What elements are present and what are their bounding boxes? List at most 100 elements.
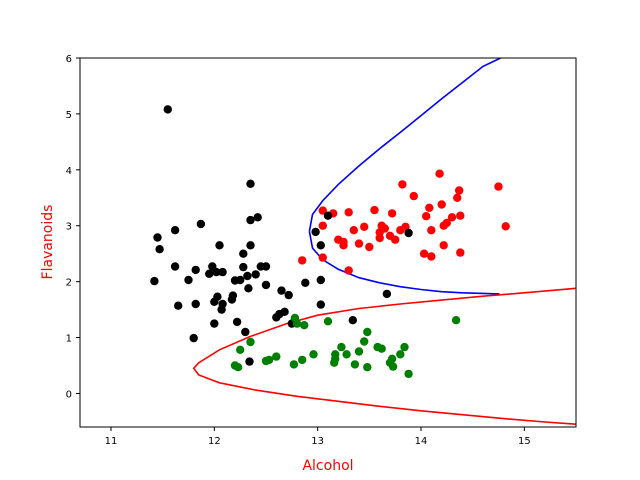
data-point <box>212 267 221 277</box>
data-point <box>318 206 327 215</box>
x-tick-label: 12 <box>208 436 221 447</box>
data-point <box>261 280 271 290</box>
data-point <box>236 345 245 354</box>
y-tick-label: 4 <box>66 166 72 177</box>
data-point <box>456 248 465 257</box>
data-point <box>388 362 398 371</box>
data-point <box>387 354 397 363</box>
y-tick-label: 2 <box>66 278 72 289</box>
data-point <box>323 317 333 326</box>
data-point <box>344 266 353 275</box>
data-point <box>363 327 372 337</box>
data-point <box>227 295 237 304</box>
data-point <box>365 242 374 252</box>
data-point <box>337 342 346 352</box>
data-point <box>360 222 369 231</box>
data-point <box>342 350 351 359</box>
data-point <box>439 241 448 250</box>
x-axis: 11 12 13 14 15 <box>105 427 531 447</box>
data-point <box>318 253 327 262</box>
data-point <box>354 239 364 248</box>
x-tick-label: 11 <box>105 436 118 447</box>
data-point <box>241 327 250 337</box>
data-point <box>339 237 348 247</box>
data-point <box>456 211 465 220</box>
data-point <box>427 252 436 261</box>
y-tick-label: 1 <box>66 334 72 345</box>
data-point <box>354 347 364 356</box>
data-point <box>300 321 309 330</box>
data-point <box>155 245 164 254</box>
data-point <box>349 226 358 235</box>
y-axis: 0 1 2 3 4 5 6 <box>66 54 80 400</box>
data-point <box>213 292 222 301</box>
data-point <box>442 218 451 228</box>
data-point <box>501 222 510 231</box>
data-point <box>455 186 464 195</box>
data-point <box>451 316 461 325</box>
data-point <box>289 360 299 369</box>
data-point <box>233 363 243 372</box>
y-tick-label: 5 <box>66 110 72 121</box>
data-point <box>170 226 180 235</box>
data-point <box>261 262 271 271</box>
blue-boundary-upper-branch <box>308 58 501 232</box>
data-point <box>398 180 407 189</box>
data-point <box>210 319 219 328</box>
data-point <box>298 256 307 265</box>
data-point <box>277 286 286 295</box>
data-point <box>253 213 262 222</box>
data-point <box>316 300 325 309</box>
data-point <box>272 352 281 361</box>
data-point <box>350 360 360 369</box>
data-points <box>150 105 510 379</box>
data-point <box>191 299 200 309</box>
data-point <box>375 233 384 243</box>
data-point <box>427 226 436 235</box>
data-point <box>331 354 340 363</box>
data-point <box>196 219 206 229</box>
data-point <box>400 342 409 352</box>
x-axis-label: Alcohol <box>302 458 353 474</box>
data-point <box>409 191 418 201</box>
plot-frame <box>79 57 577 428</box>
data-point <box>218 299 227 309</box>
data-point <box>189 333 198 343</box>
data-point <box>246 215 255 225</box>
data-point <box>243 271 252 281</box>
data-point <box>205 269 214 278</box>
data-point <box>401 222 410 231</box>
data-point <box>363 363 372 372</box>
data-point <box>191 265 200 275</box>
x-tick-label: 15 <box>518 436 531 447</box>
data-point <box>239 262 248 272</box>
data-point <box>174 301 183 310</box>
data-point <box>280 307 289 316</box>
data-point <box>264 355 274 365</box>
data-point <box>153 233 162 242</box>
x-tick-label: 13 <box>311 436 324 447</box>
y-tick-label: 6 <box>66 54 72 65</box>
data-point <box>239 249 248 258</box>
x-tick-label: 14 <box>415 436 428 447</box>
data-point <box>215 241 224 250</box>
data-point <box>387 209 397 218</box>
data-point <box>447 213 457 222</box>
data-point <box>245 357 254 366</box>
data-point <box>382 289 392 299</box>
data-point <box>316 275 325 285</box>
y-tick-label: 0 <box>66 389 72 400</box>
data-point <box>244 284 253 293</box>
red-boundary-curve <box>192 287 576 425</box>
data-point <box>419 249 429 258</box>
data-point <box>453 193 462 202</box>
data-point <box>284 290 293 300</box>
data-point <box>309 350 318 359</box>
data-point <box>311 227 320 237</box>
data-point <box>494 182 503 191</box>
data-point <box>348 316 357 325</box>
data-point <box>422 212 431 221</box>
data-point <box>232 317 242 327</box>
